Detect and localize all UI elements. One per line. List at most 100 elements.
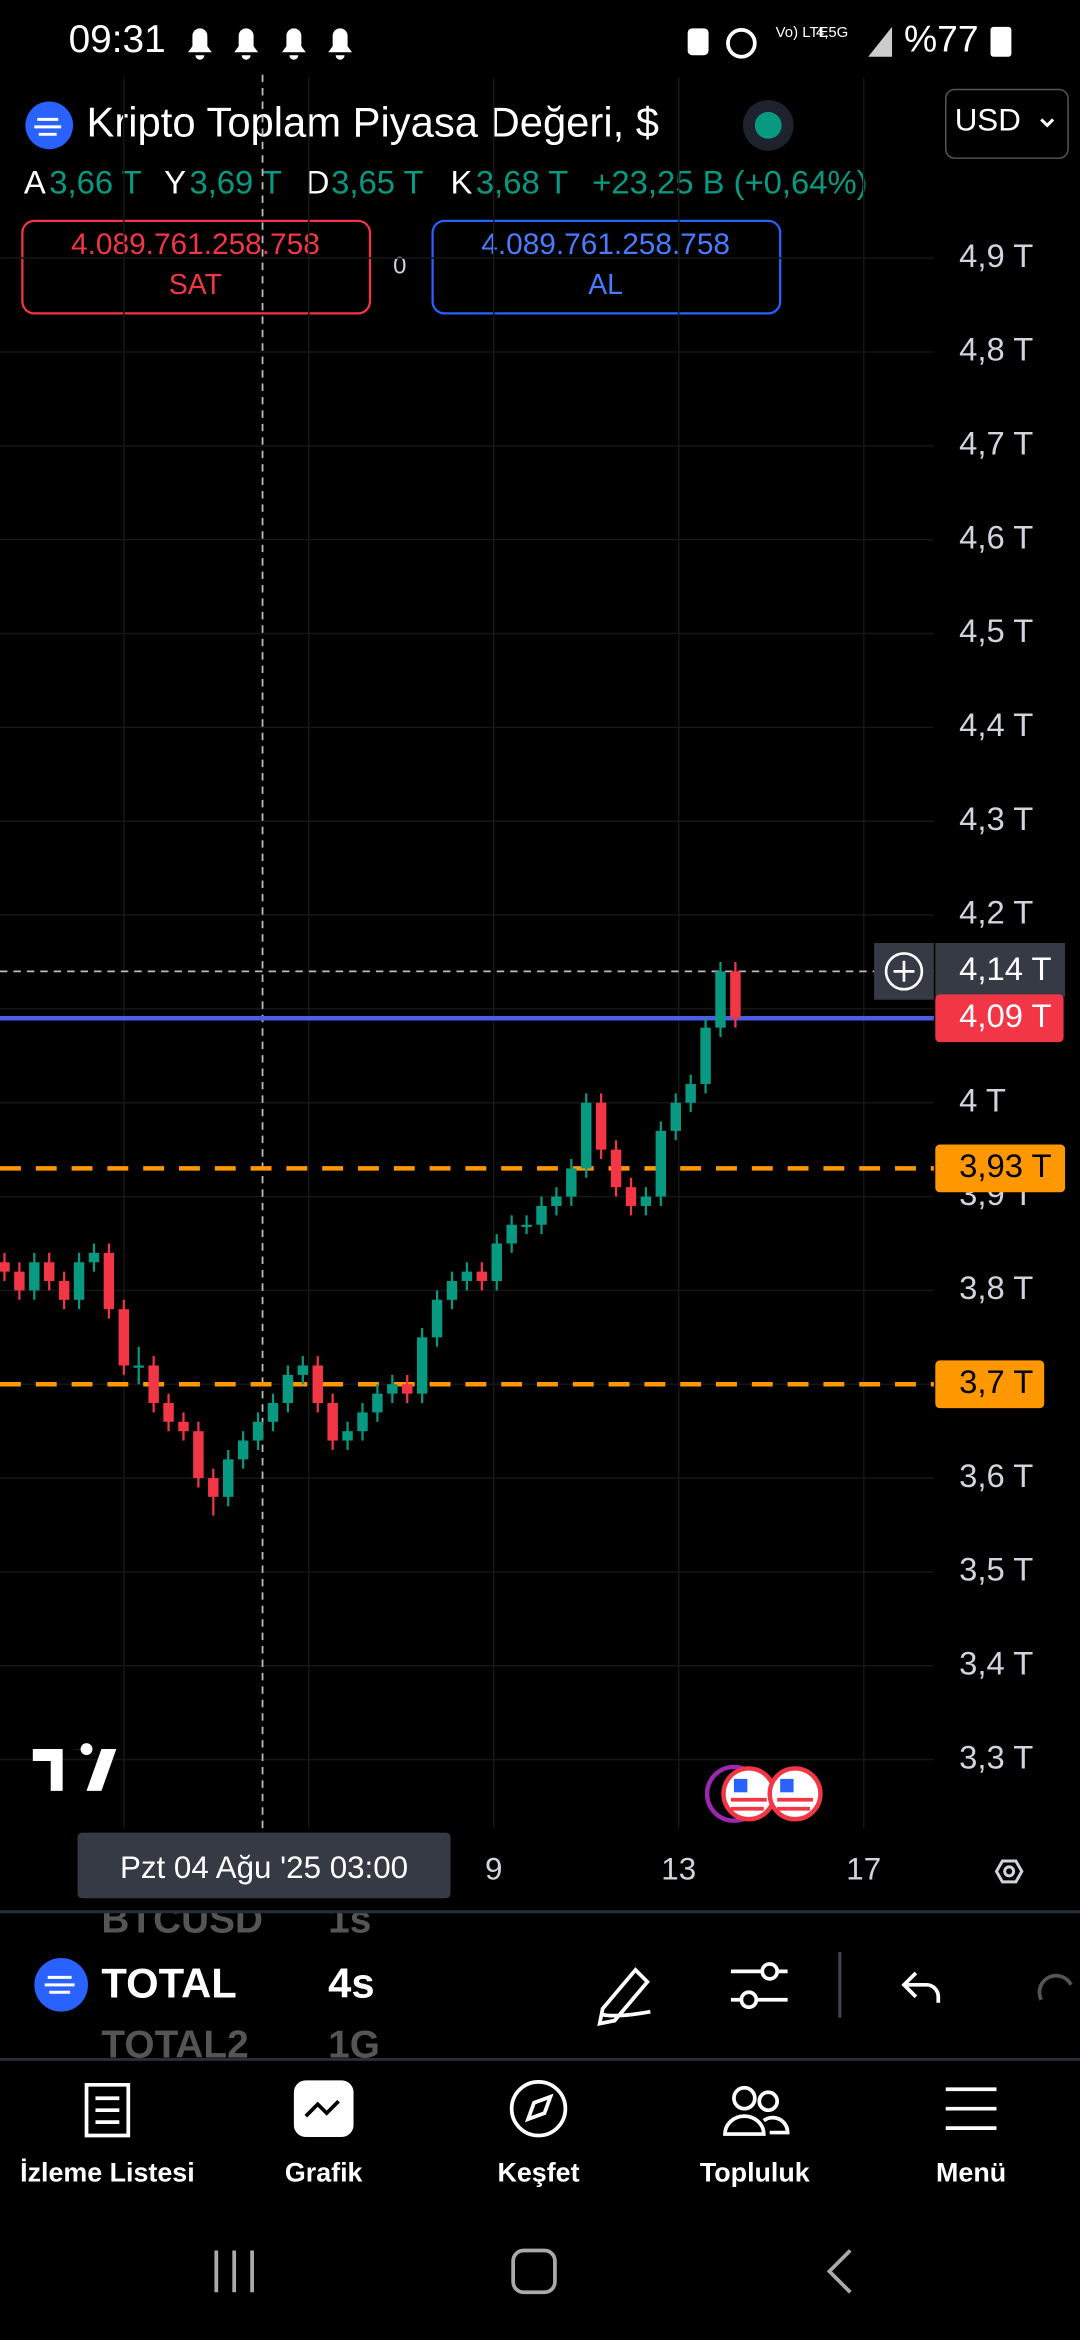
back-button[interactable] bbox=[826, 2249, 852, 2294]
candle-body bbox=[312, 1365, 323, 1404]
y-tick-label: 4 T bbox=[959, 1081, 1006, 1118]
sell-price: 4.089.761.258.758 bbox=[71, 228, 320, 261]
candle-body bbox=[208, 1478, 219, 1497]
nav-watchlist[interactable]: İzleme Listesi bbox=[20, 2157, 195, 2187]
nav-explore[interactable]: Keşfet bbox=[497, 2157, 579, 2187]
ohlc-high-label: Y bbox=[164, 164, 186, 201]
indicators-button[interactable] bbox=[730, 1962, 788, 2010]
candle-body bbox=[610, 1149, 622, 1188]
y-tick-label: 4,8 T bbox=[959, 331, 1033, 368]
sell-label: SAT bbox=[169, 269, 222, 301]
market-status-dot bbox=[754, 111, 782, 139]
candle-body bbox=[223, 1459, 234, 1497]
y-tick-label: 4,6 T bbox=[959, 518, 1033, 555]
signal-icon bbox=[868, 26, 893, 57]
drawing-tool-button[interactable] bbox=[597, 1967, 651, 2027]
candle-body bbox=[446, 1281, 458, 1300]
symbol-title[interactable]: Kripto Toplam Piyasa Değeri, $ bbox=[87, 98, 660, 145]
notification-icons bbox=[187, 27, 757, 60]
last-price-label: 4,09 T bbox=[959, 997, 1051, 1034]
buy-price: 4.089.761.258.758 bbox=[481, 228, 730, 261]
event-icons[interactable] bbox=[704, 1764, 823, 1823]
candle-body bbox=[29, 1262, 40, 1291]
y-tick-label: 4,2 T bbox=[959, 894, 1033, 931]
candle-body bbox=[402, 1384, 413, 1394]
last-price-badge bbox=[935, 994, 1064, 1043]
level-label: 3,7 T bbox=[959, 1363, 1033, 1400]
y-tick-label: 3,3 T bbox=[959, 1738, 1033, 1775]
candle-body bbox=[730, 971, 741, 1019]
candle-body bbox=[282, 1374, 294, 1404]
y-tick-label: 4,3 T bbox=[959, 800, 1033, 837]
x-tick-label: 9 bbox=[485, 1852, 502, 1887]
candle-body bbox=[372, 1393, 383, 1413]
redo-button[interactable] bbox=[1037, 1973, 1073, 2001]
candle-body bbox=[715, 971, 726, 1028]
candle-body bbox=[506, 1224, 517, 1244]
candle-body bbox=[640, 1196, 652, 1206]
nav-chart[interactable]: Grafik bbox=[285, 2157, 363, 2187]
axis-settings-icon-dot bbox=[1003, 1865, 1016, 1878]
x-tick-label: 13 bbox=[661, 1852, 696, 1887]
symbol-icon-glyph bbox=[34, 117, 62, 136]
candle-body bbox=[566, 1168, 577, 1197]
candle-body bbox=[163, 1403, 174, 1422]
candle-body bbox=[416, 1337, 428, 1394]
crosshair-price-label: 4,14 T bbox=[959, 950, 1051, 987]
candle-body bbox=[551, 1196, 562, 1206]
candle-body bbox=[73, 1262, 85, 1300]
battery-icon bbox=[990, 26, 1012, 57]
candle-body bbox=[581, 1102, 592, 1169]
chart[interactable]: 3,3 T3,4 T3,5 T3,6 T3,7 T3,8 T3,9 T4 T4,… bbox=[0, 74, 1066, 1899]
y-tick-label: 4,4 T bbox=[959, 706, 1033, 743]
prev-interval[interactable]: 1s bbox=[328, 1898, 371, 1941]
level-label: 3,93 T bbox=[959, 1147, 1051, 1184]
x-tick-label: 17 bbox=[846, 1852, 881, 1887]
tradingview-logo bbox=[32, 1743, 117, 1791]
axis-settings-icon[interactable] bbox=[994, 1859, 1024, 1884]
buy-button[interactable] bbox=[431, 219, 782, 315]
ohlc-low: 3,65 T bbox=[331, 164, 423, 201]
active-interval[interactable]: 4s bbox=[328, 1959, 374, 2006]
candle-body bbox=[461, 1271, 473, 1282]
ohlc-change: +23,25 B (+0,64%) bbox=[592, 164, 867, 201]
sell-button[interactable] bbox=[21, 219, 372, 315]
level-badge bbox=[935, 1360, 1045, 1409]
nav-menu[interactable]: Menü bbox=[936, 2157, 1006, 2187]
candle-body bbox=[14, 1271, 25, 1291]
y-tick-label: 4,7 T bbox=[959, 425, 1033, 462]
next-interval[interactable]: 1G bbox=[328, 2024, 380, 2067]
candle-body bbox=[252, 1421, 264, 1441]
home-button[interactable] bbox=[511, 2248, 557, 2295]
candle-body bbox=[342, 1431, 353, 1441]
candle-body bbox=[357, 1412, 368, 1432]
nav-community[interactable]: Topluluk bbox=[700, 2157, 810, 2187]
y-tick-label: 3,8 T bbox=[959, 1269, 1033, 1306]
candle-body bbox=[0, 1262, 10, 1272]
candle-body bbox=[44, 1262, 55, 1282]
candle-body bbox=[118, 1309, 130, 1366]
candle-body bbox=[297, 1365, 309, 1375]
candle-body bbox=[387, 1384, 398, 1394]
ohlc-close: 3,68 T bbox=[476, 164, 568, 201]
symbol-picker[interactable]: BTCUSD 1s TOTAL2 1G bbox=[101, 1898, 379, 2066]
candle-body bbox=[700, 1027, 711, 1084]
candle-body bbox=[521, 1224, 532, 1227]
y-tick-label: 4,9 T bbox=[959, 237, 1033, 274]
next-symbol[interactable]: TOTAL2 bbox=[101, 2024, 248, 2067]
candle-body bbox=[178, 1421, 189, 1432]
prev-symbol[interactable]: BTCUSD bbox=[101, 1898, 263, 1941]
ohlc-open: 3,66 T bbox=[49, 164, 141, 201]
buy-label: AL bbox=[588, 269, 623, 301]
undo-button[interactable] bbox=[901, 1971, 941, 2003]
recent-apps-button[interactable] bbox=[214, 2250, 254, 2293]
active-symbol[interactable]: TOTAL bbox=[101, 1959, 236, 2006]
y-tick-label: 4,5 T bbox=[959, 612, 1033, 649]
ohlc-low-label: D bbox=[306, 164, 330, 201]
candle-body bbox=[431, 1299, 443, 1338]
level-badge bbox=[935, 1144, 1066, 1193]
crosshair-add-plus bbox=[893, 960, 915, 982]
currency-selector[interactable] bbox=[944, 88, 1069, 159]
